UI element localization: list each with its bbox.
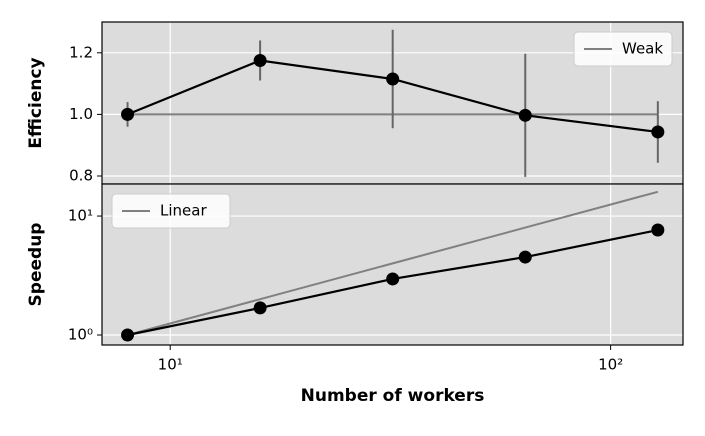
legend-label: Weak [622, 40, 663, 58]
legend-box [573, 31, 673, 67]
x-tick-label: 10² [598, 356, 623, 374]
marker [518, 250, 532, 264]
marker [253, 53, 267, 67]
legend: Weak [573, 31, 673, 67]
marker [651, 223, 665, 237]
series-line [127, 190, 659, 336]
marker [386, 272, 400, 286]
marker [121, 107, 135, 121]
axes-frame [101, 183, 684, 346]
marker [651, 125, 665, 139]
y-tick-label: 1.0 [69, 105, 93, 123]
y-axis-label: Speedup [26, 223, 46, 307]
x-axis-label: Number of workers [301, 386, 485, 406]
legend-label: Linear [160, 202, 207, 220]
marker [253, 301, 267, 315]
marker [386, 72, 400, 86]
x-tick-label: 10¹ [158, 356, 183, 374]
y-tick-label: 10⁰ [68, 326, 93, 344]
marker [518, 108, 532, 122]
legend-box [111, 193, 231, 229]
marker [121, 328, 135, 342]
y-axis-label: Efficiency [26, 57, 46, 148]
legend: Linear [111, 193, 231, 229]
y-tick-label: 1.2 [69, 43, 93, 61]
y-tick-label: 0.8 [69, 166, 93, 184]
y-tick-label: 10¹ [68, 207, 93, 225]
